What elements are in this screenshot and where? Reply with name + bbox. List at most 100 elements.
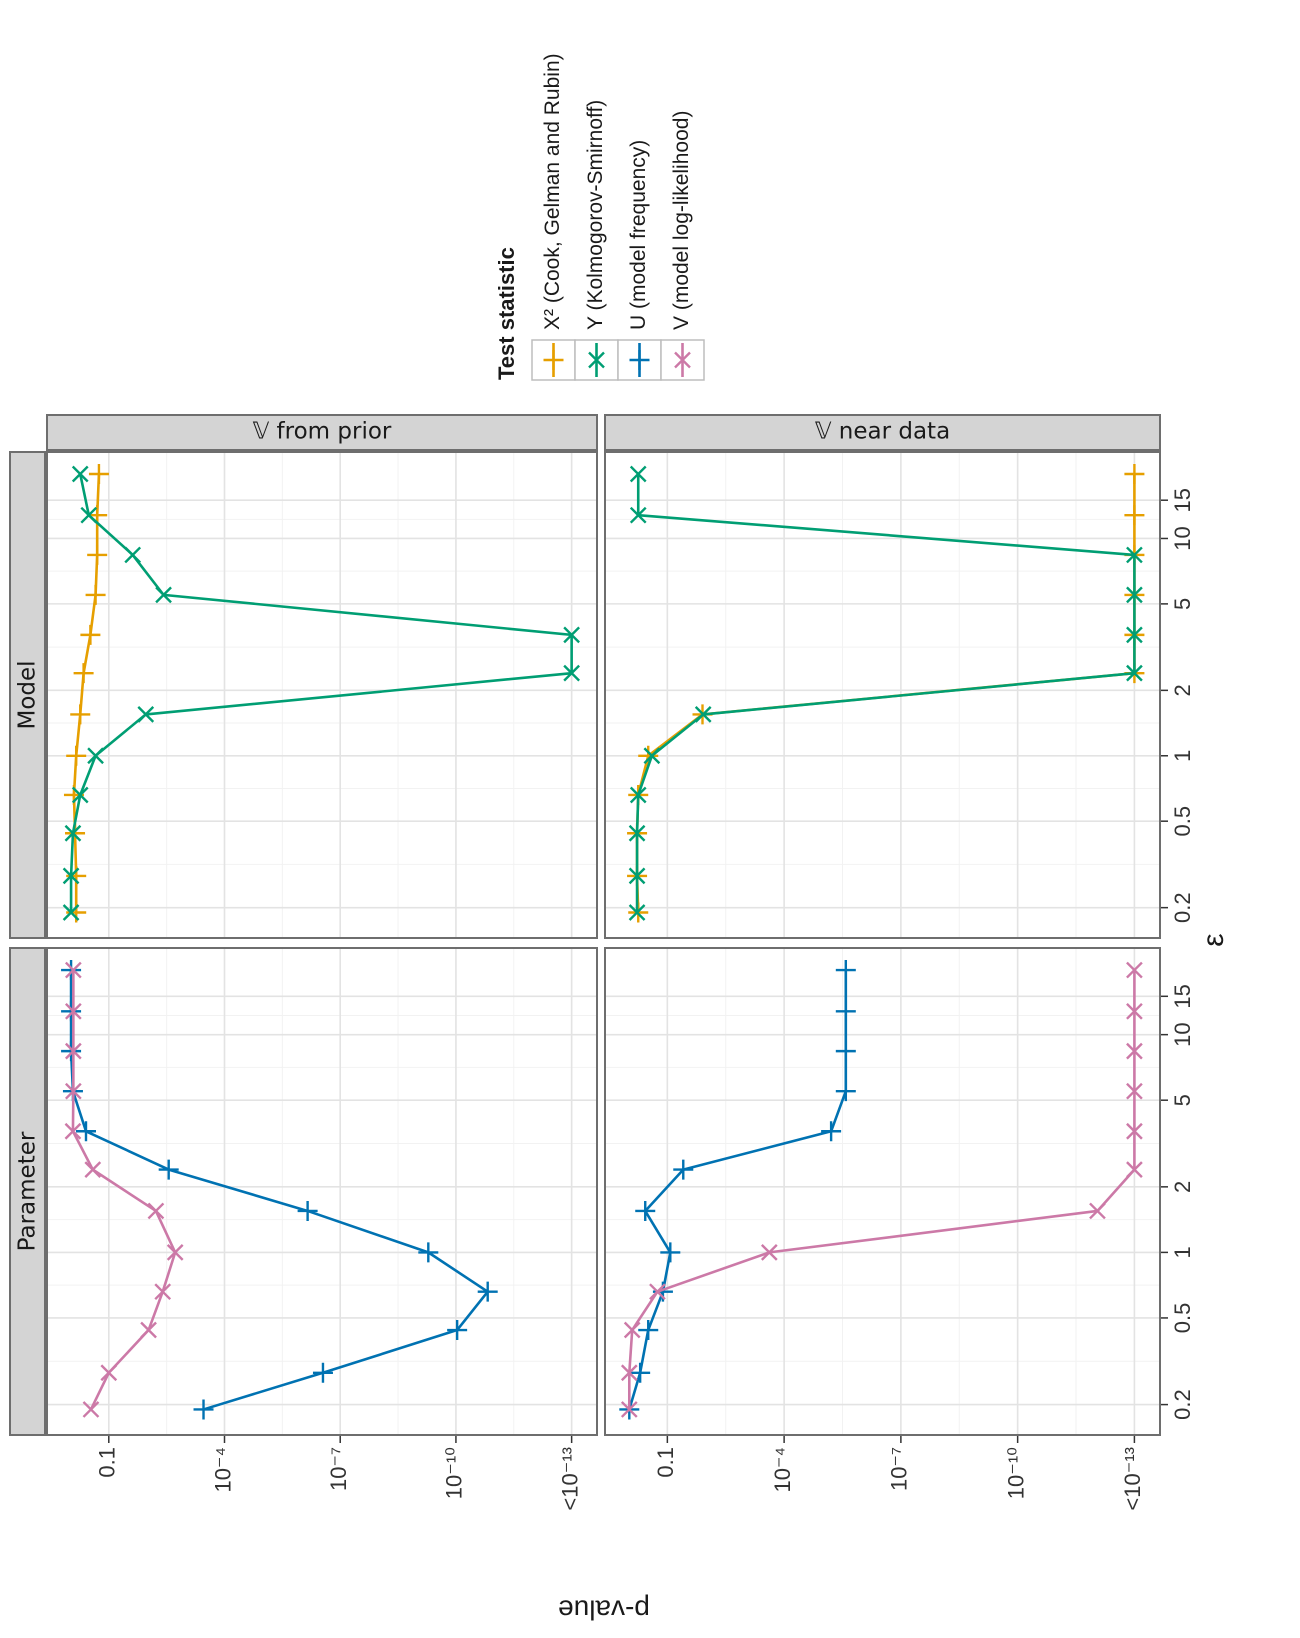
point-marker [673, 1159, 694, 1180]
point-marker [75, 1121, 96, 1142]
panel-border [604, 947, 1161, 1436]
y-axis-title: p-value [558, 1595, 650, 1626]
column-strip-label: Model [15, 660, 41, 729]
y-tick-label: 0.1 [95, 1447, 120, 1478]
point-marker [1126, 664, 1143, 682]
series-line [635, 474, 1136, 913]
y-tick-label: 10⁻¹⁰ [1003, 1447, 1028, 1499]
point-marker [87, 544, 108, 565]
x-tick-label: 10 [1170, 526, 1195, 550]
legend-label: U (model frequency) [627, 140, 650, 330]
point-marker [821, 1121, 842, 1142]
x-tick-label: 0.5 [1170, 806, 1195, 837]
series-line [628, 970, 1136, 1410]
strip-background [46, 414, 598, 451]
point-marker [71, 465, 89, 483]
point-marker [628, 867, 646, 885]
point-marker [1126, 546, 1143, 564]
row-strip-label: 𝕍 from prior [253, 419, 392, 445]
panel-background [47, 948, 597, 1435]
point-marker [64, 1042, 82, 1060]
point-marker [630, 1362, 651, 1383]
point-marker [1126, 1122, 1143, 1140]
point-marker [193, 1399, 214, 1420]
point-marker [620, 1364, 638, 1382]
x-tick-label: 15 [1170, 984, 1195, 1008]
y-tick-label: 10⁻⁴ [210, 1447, 235, 1493]
point-marker [155, 586, 172, 604]
point-marker [835, 1001, 856, 1022]
x-tick-label: 2 [1170, 1181, 1195, 1193]
point-marker [88, 464, 109, 485]
point-marker [80, 506, 98, 524]
point-marker [64, 1082, 82, 1100]
panel-border [604, 451, 1161, 939]
point-marker [694, 706, 712, 723]
point-marker [124, 546, 142, 564]
point-marker [835, 1081, 856, 1102]
y-tick-label: <10⁻¹³ [1120, 1447, 1145, 1511]
panel-border [46, 947, 598, 1436]
panel-border [46, 451, 598, 939]
x-tick-label: 1 [1170, 750, 1195, 762]
x-tick-label: 10 [1170, 1022, 1195, 1046]
point-marker [477, 1281, 498, 1302]
point-marker [1126, 1082, 1143, 1100]
strip-background [9, 451, 46, 939]
point-marker [635, 1200, 656, 1221]
point-marker [140, 1321, 157, 1339]
point-marker [166, 1244, 184, 1261]
point-marker [70, 704, 91, 725]
point-marker [137, 706, 155, 723]
point-marker [87, 747, 104, 765]
panel-background [47, 452, 597, 938]
point-marker [623, 1321, 641, 1339]
point-marker [629, 786, 647, 804]
point-marker [835, 960, 856, 981]
legend-marker [588, 351, 605, 369]
row-strip-label: 𝕍 near data [815, 419, 950, 445]
point-marker [84, 1161, 102, 1178]
point-marker [85, 584, 106, 605]
point-marker [1126, 626, 1143, 644]
y-tick-label: 10⁻¹⁰ [442, 1447, 467, 1499]
point-marker [629, 465, 647, 483]
y-tick-label: 10⁻⁷ [326, 1447, 351, 1491]
legend-marker [674, 351, 691, 369]
point-marker [638, 1320, 659, 1341]
point-marker [66, 745, 87, 766]
point-marker [61, 1001, 82, 1022]
point-marker [62, 904, 80, 921]
legend-label: Y (Kolmogorov-Smirnoff) [584, 100, 607, 330]
legend-title: Test statistic [494, 247, 519, 380]
legend-label: X² (Cook, Gelman and Rubin) [541, 53, 564, 330]
point-marker [62, 867, 80, 885]
point-marker [64, 1002, 82, 1020]
y-tick-label: 10⁻⁴ [770, 1447, 795, 1493]
point-marker [660, 1242, 681, 1263]
x-tick-label: 1 [1170, 1246, 1195, 1258]
panel-background [605, 948, 1160, 1435]
point-marker [73, 663, 94, 684]
point-marker [1126, 961, 1143, 979]
point-marker [620, 1401, 638, 1418]
point-marker [1126, 586, 1143, 604]
point-marker [1124, 505, 1145, 526]
y-tick-label: 0.1 [653, 1447, 678, 1478]
point-marker [629, 506, 647, 524]
point-marker [100, 1364, 118, 1382]
y-tick-label: <10⁻¹³ [557, 1447, 582, 1511]
point-marker [563, 664, 580, 682]
point-marker [447, 1320, 468, 1341]
x-tick-label: 0.5 [1170, 1303, 1195, 1334]
point-marker [297, 1200, 318, 1221]
point-marker [760, 1244, 778, 1261]
point-marker [82, 1401, 100, 1418]
point-marker [80, 624, 101, 645]
point-marker [64, 824, 82, 842]
point-marker [649, 1283, 666, 1301]
point-marker [1126, 1161, 1143, 1178]
point-marker [154, 1283, 172, 1301]
point-marker [61, 1041, 82, 1062]
point-marker [1089, 1202, 1106, 1220]
